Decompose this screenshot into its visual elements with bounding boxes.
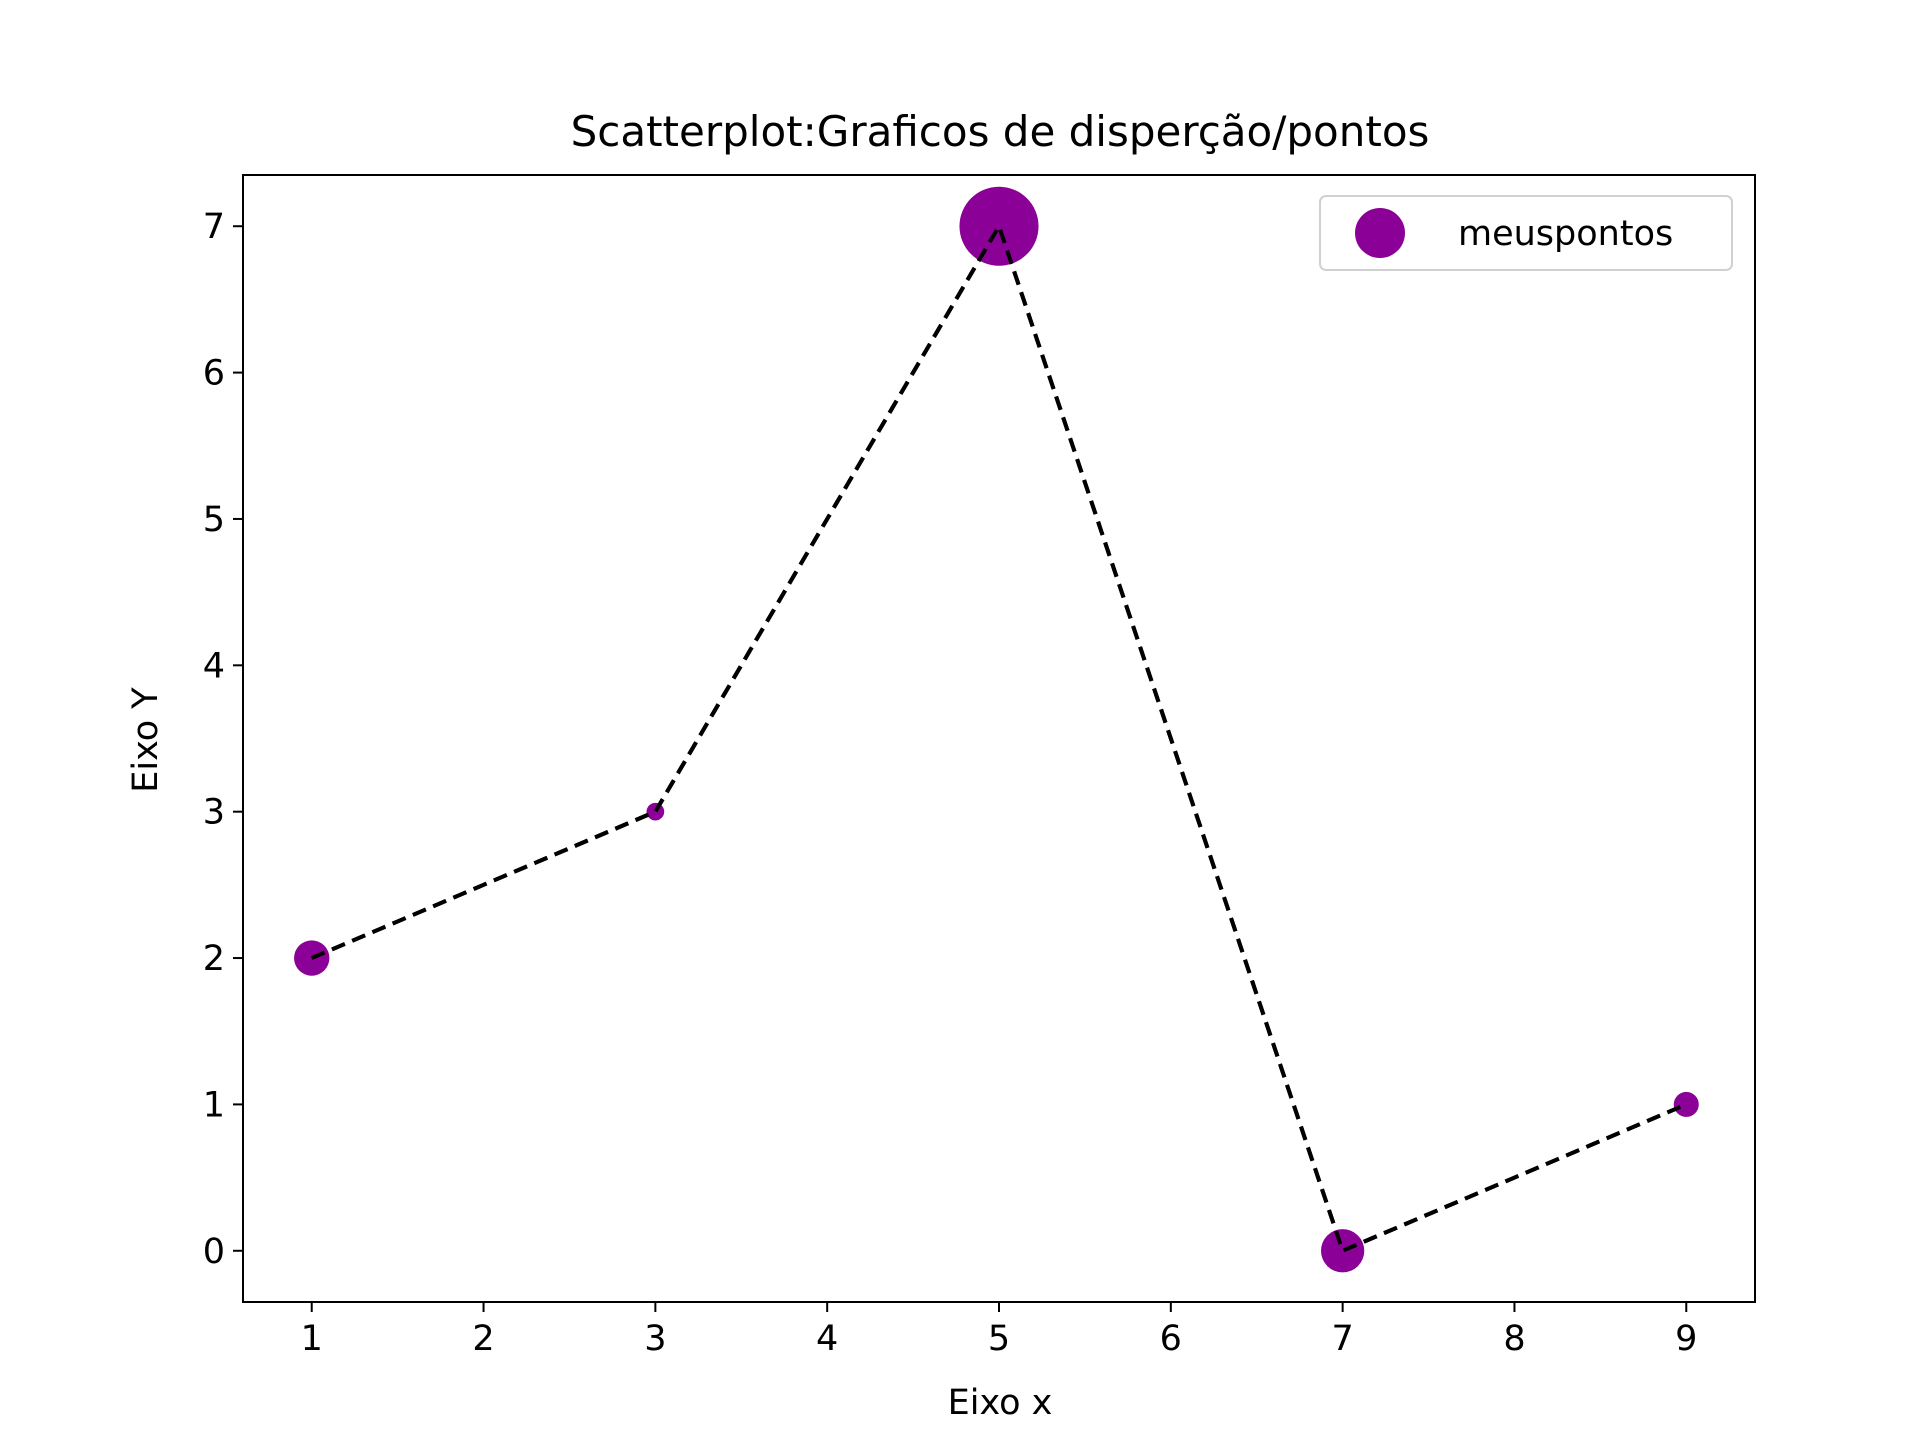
x-tick-label: 5 (988, 1319, 1010, 1359)
plot-area: 1 2 3 4 5 6 7 8 9 0 1 2 3 4 5 6 7 meuspontos (203, 174, 1756, 1359)
x-axis-label: Eixo x (948, 1383, 1053, 1423)
data-point (646, 802, 665, 821)
y-tick-label: 2 (203, 939, 225, 979)
x-tick-label: 9 (1675, 1319, 1697, 1359)
x-tick-label: 6 (1160, 1319, 1182, 1359)
y-tick-label: 1 (203, 1085, 225, 1125)
data-point (1673, 1091, 1699, 1117)
x-tick-label: 7 (1331, 1319, 1353, 1359)
y-tick-label: 0 (203, 1232, 225, 1272)
x-tick-label: 2 (472, 1319, 494, 1359)
y-tick-label: 6 (203, 354, 225, 394)
dashed-connector-line-overlay (310, 221, 1688, 1254)
legend-marker (1355, 208, 1405, 258)
data-point (1320, 1229, 1365, 1273)
data-point (959, 186, 1039, 266)
y-tick-label: 3 (203, 793, 225, 833)
y-tick-label: 5 (203, 500, 225, 540)
legend-label: meuspontos (1458, 214, 1673, 254)
chart-title: Scatterplot:Graficos de disperção/pontos (571, 107, 1430, 156)
x-tick-label: 3 (644, 1319, 666, 1359)
x-tick-label: 1 (301, 1319, 323, 1359)
axes-frame (242, 174, 1756, 1303)
y-tick-label: 4 (203, 646, 225, 686)
legend-box (1319, 195, 1733, 271)
x-tick-label: 4 (816, 1319, 838, 1359)
x-tick-label: 8 (1503, 1319, 1525, 1359)
y-axis-label: Eixo Y (126, 687, 166, 793)
y-tick-label: 7 (203, 207, 225, 247)
